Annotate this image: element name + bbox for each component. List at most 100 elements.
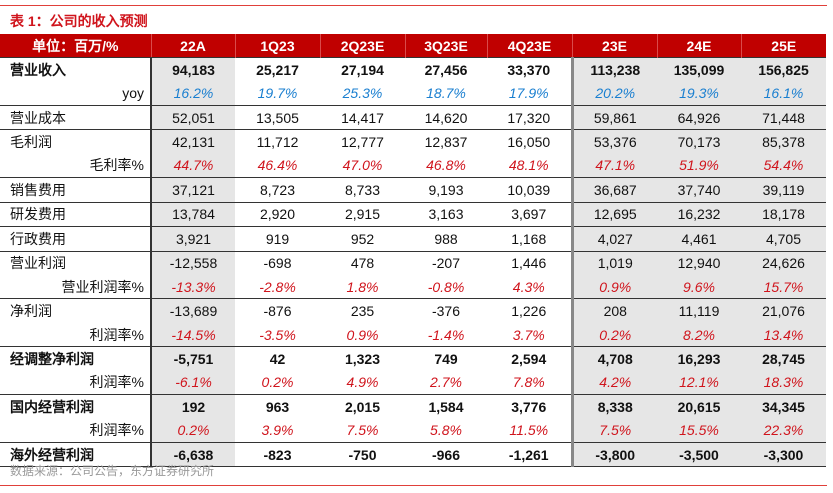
row-label: 研发费用: [0, 201, 151, 227]
table-cell: 156,825: [741, 57, 826, 82]
table-cell: 3,921: [150, 226, 235, 251]
table-row: yoy 16.2% 19.7% 25.3% 18.7% 17.9% 20.2% 19.3% 16…: [0, 81, 826, 106]
table-row: 销售费用 37,121 8,723 8,733 9,193 10,039 36,687 37,…: [0, 177, 826, 203]
table-cell: 48.1%: [508, 157, 549, 174]
table-cell: 919: [235, 226, 320, 251]
table-cell: 208: [570, 298, 657, 323]
table-cell: 53,376: [570, 129, 657, 154]
table-cell: 25,217: [235, 57, 320, 82]
table-cell: 34,345: [741, 394, 826, 419]
table-row: 利润率% -14.5% -3.5% 0.9% -1.4% 3.7% 0.2% 8.2% 13.4…: [0, 322, 826, 347]
table-row: 经调整净利润 -5,751 42 1,323 749 2,594 4,708 16,293 28…: [0, 346, 826, 371]
table-row: 营业成本 52,051 13,505 14,417 14,620 17,320 59,861…: [0, 104, 826, 130]
table-cell: -3,300: [741, 441, 826, 468]
table-row: 营业收入 94,183 25,217 27,194 27,456 33,370 113,23…: [0, 57, 826, 82]
table-cell: 2,015: [320, 394, 405, 419]
row-label: 利润率%: [89, 374, 144, 391]
row-label: 营业利润率%: [61, 278, 144, 295]
table-cell: 8,723: [235, 177, 320, 203]
table-cell: 478: [320, 250, 405, 275]
table-cell: 11.5%: [509, 422, 549, 439]
table-cell: 24,626: [741, 250, 826, 275]
table-cell: 20,615: [657, 394, 741, 419]
table-row: 毛利率% 44.7% 46.4% 47.0% 46.8% 48.1% 47.1% 51.9% 5…: [0, 153, 826, 178]
table-cell: 7.5%: [570, 418, 657, 443]
row-label: 国内经营利润: [0, 394, 151, 419]
row-label: 营业收入: [0, 57, 151, 82]
top-rule: [0, 5, 827, 6]
table-row: 海外经营利润 -6,638 -823 -750 -966 -1,261 -3,800 -3,5…: [0, 441, 826, 468]
table-cell: -1.4%: [427, 326, 465, 343]
table-cell: 3,697: [487, 201, 572, 227]
table-cell: 18,178: [741, 201, 826, 227]
table-cell: -750: [320, 441, 405, 468]
table-cell: 192: [150, 394, 235, 419]
table-cell: 51.9%: [657, 153, 741, 178]
table-cell: 21,076: [741, 298, 826, 323]
table-cell: 13.4%: [741, 322, 826, 347]
table-cell: 4,461: [657, 226, 741, 251]
table-cell: 36,687: [570, 177, 657, 203]
table-cell: 71,448: [741, 104, 826, 130]
row-label: 利润率%: [89, 326, 144, 343]
table-cell: 1,446: [487, 250, 572, 275]
table-cell: 46.4%: [257, 157, 298, 174]
table-cell: 135,099: [657, 57, 741, 82]
table-cell: -376: [405, 298, 487, 323]
table-row: 营业利润率% -13.3% -2.8% 1.8% -0.8% 4.3% 0.9% 9.6% 15…: [0, 274, 826, 299]
table-cell: 46.8%: [426, 157, 466, 174]
row-label: 净利润: [0, 298, 151, 323]
row-label: 营业成本: [0, 104, 151, 130]
column-header: 1Q23: [234, 34, 320, 58]
table-cell: 988: [405, 226, 487, 251]
table-row: 利润率% 0.2% 3.9% 7.5% 5.8% 11.5% 7.5% 15.5% 22.3%: [0, 418, 826, 443]
table-cell: 2,915: [320, 201, 405, 227]
table-cell: 37,740: [657, 177, 741, 203]
table-cell: 44.7%: [150, 153, 235, 178]
table-cell: 0.2%: [150, 418, 235, 443]
column-header: 22A: [150, 34, 235, 58]
table-cell: 27,194: [320, 57, 405, 82]
table-cell: 0.2%: [570, 322, 657, 347]
table-cell: 4,027: [570, 226, 657, 251]
table-cell: 64,926: [657, 104, 741, 130]
source-note: 数据来源：公司公告，东方证券研究所: [10, 464, 215, 478]
table-row: 行政费用 3,921 919 952 988 1,168 4,027 4,461 4,705: [0, 226, 826, 251]
table-cell: 14,417: [320, 104, 405, 130]
table-row: 研发费用 13,784 2,920 2,915 3,163 3,697 12,695 16,2…: [0, 201, 826, 227]
table-cell: -3,800: [570, 441, 657, 468]
table-cell: 2,594: [487, 346, 572, 371]
table-cell: 3,163: [405, 201, 487, 227]
table-cell: -13.3%: [150, 274, 235, 299]
table-cell: 7.8%: [512, 374, 545, 391]
table-cell: 12.1%: [657, 370, 741, 395]
table-cell: 0.2%: [261, 374, 294, 391]
table-cell: 1,323: [320, 346, 405, 371]
table-cell: 25.3%: [342, 85, 383, 102]
table-cell: 15.5%: [657, 418, 741, 443]
row-label: 毛利润: [0, 129, 151, 154]
table-cell: 13,784: [150, 201, 235, 227]
table-cell: 1,168: [487, 226, 572, 251]
row-label: 海外经营利润: [0, 441, 151, 468]
table-cell: 0.9%: [570, 274, 657, 299]
table-cell: 16.1%: [741, 81, 826, 106]
table-cell: 16,293: [657, 346, 741, 371]
column-header: 2Q23E: [319, 34, 405, 58]
table-cell: 37,121: [150, 177, 235, 203]
row-label: 销售费用: [0, 177, 151, 203]
table-cell: 4.9%: [346, 374, 379, 391]
table-cell: 5.8%: [430, 422, 462, 439]
column-header: 3Q23E: [404, 34, 487, 58]
table-cell: 12,940: [657, 250, 741, 275]
table-cell: 54.4%: [741, 153, 826, 178]
table-cell: 42: [235, 346, 320, 371]
table-cell: 9,193: [405, 177, 487, 203]
table-cell: 19.7%: [257, 85, 298, 102]
table-cell: -3,500: [657, 441, 741, 468]
table-cell: 952: [320, 226, 405, 251]
table-cell: 14,620: [405, 104, 487, 130]
forecast-table: 单位：百万/% 22A 1Q23 2Q23E 3Q23E 4Q23E 23E 24E 25E 营…: [0, 34, 826, 468]
table-cell: 8,733: [320, 177, 405, 203]
table-cell: -823: [235, 441, 320, 468]
